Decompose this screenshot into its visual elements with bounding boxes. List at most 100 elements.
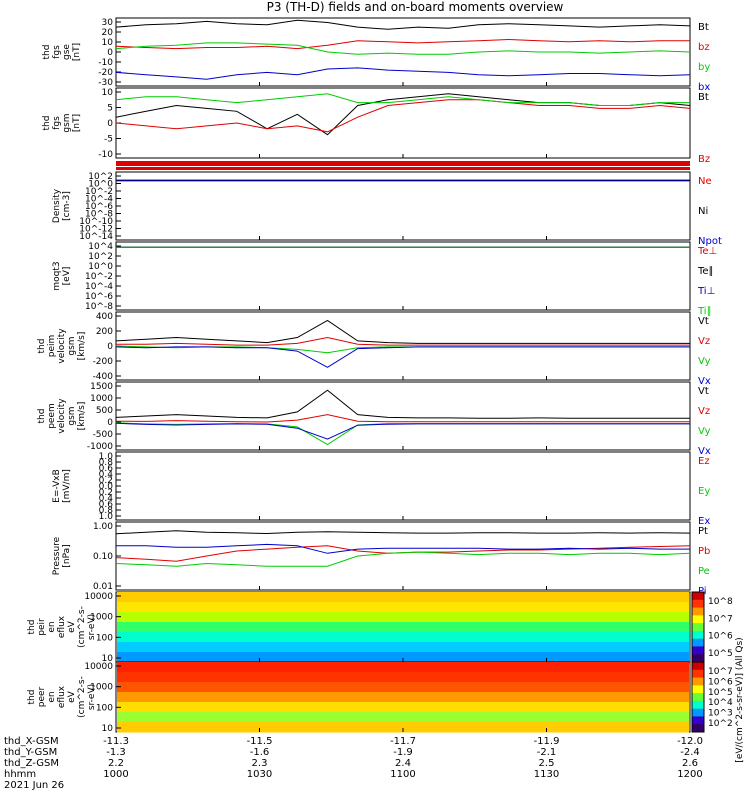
panel-1-series-bx (115, 67, 691, 80)
panel-4-ytick-7: 10^-8 (85, 302, 113, 312)
panel-4-legend-2: Te∥ (697, 266, 714, 277)
panel-6-series-Vt (115, 389, 690, 419)
panel-6-series-Vz (115, 414, 690, 423)
panel-6-legend-1: Vt (698, 386, 709, 397)
panel-8-series-Pt (115, 530, 691, 535)
panel-10-band-5 (117, 702, 689, 713)
footer-col-4-row-4: 1130 (534, 769, 559, 780)
panel-3-legend-1: Ne (698, 176, 712, 187)
panel-9-colorbar-tick-4: 10^5 (708, 649, 733, 659)
panel-7-ylabel-line-2: [mV/m] (62, 469, 72, 503)
panel-5-legend-4: Vx (698, 376, 711, 387)
panel-10-colorbar-tick-4: 10^4 (708, 698, 733, 708)
panel-7-legend-1: Ez (698, 456, 710, 467)
panel-9-ylabel-line-2: peir (37, 618, 47, 636)
panel-10-ytick-1: 10000 (84, 662, 113, 672)
panel-7-ytick-2: 0.8 (99, 458, 114, 468)
panel-3-ytick-3: 10^-2 (85, 187, 113, 197)
footer-row-label-3: thd_Z-GSM (4, 758, 59, 769)
panel-6-ytick-6: -1000 (87, 442, 113, 452)
panel-3-ylabel-line-1: Density (52, 188, 62, 223)
panel-1-ytick-1: 30 (102, 18, 114, 28)
panel-9-band-5 (117, 632, 689, 643)
panel-3-ytick-6: 10^-8 (85, 210, 113, 220)
panel-4-legend-4: Ti∥ (697, 306, 712, 317)
panel-7-frame (115, 451, 691, 521)
panel-3-ytick-5: 10^-6 (85, 202, 113, 212)
panel-9-band-1 (117, 592, 689, 603)
panel-10-colorbar-seg-4 (692, 685, 704, 694)
panel-8-legend-1: Pt (698, 526, 708, 537)
panel-1-series-by (115, 42, 691, 55)
panel-6-ylabel-line-4: gsm (67, 406, 77, 425)
panel-8-series-Pi (116, 543, 690, 554)
panel-2-legend-1: Bt (698, 92, 709, 103)
panel-7-legend-2: Ey (698, 486, 710, 497)
panel-7-ytick-4: 0.4 (99, 470, 114, 480)
panel-10-colorbar-tick-5: 10^3 (708, 709, 733, 719)
panel-1-ylabel-line-2: fgs (52, 45, 62, 59)
figure-title: P3 (TH-D) fields and on-board moments ov… (266, 0, 564, 14)
panel-10-band-6 (117, 712, 689, 723)
footer-col-2-row-2: -1.6 (250, 747, 270, 758)
panel-3-ytick-9: 10^-14 (79, 232, 113, 242)
panel-9-ytick-3: 100 (96, 633, 113, 643)
footer-col-1-row-3: 2.2 (108, 758, 124, 769)
panel-10-ylabel-line-1: thd (27, 690, 37, 705)
panel-10-colorbar-seg-8 (692, 716, 704, 725)
panel-5-ytick-2: 200 (96, 327, 113, 337)
panel-4-legend-3: Ti⊥ (697, 286, 715, 297)
panel-3-ytick-2: 10^0 (88, 180, 113, 190)
panel-4-legend-1: Te⊥ (697, 246, 717, 257)
panel-10-band-4 (117, 692, 689, 703)
panel-3-ylabel-line-2: [cm-3] (62, 191, 72, 221)
panel-9-ylabel-line-3: en (47, 621, 57, 632)
panel-10-band-7 (117, 722, 689, 733)
colorbar-label: [eV/(cm^2-s-sr-eV)] (All Qs) (735, 637, 745, 762)
panel-9-ylabel-line-1: thd (27, 620, 37, 635)
panel-6-ytick-2: 1000 (90, 394, 113, 404)
panel-8-legend-2: Pb (698, 546, 710, 557)
panel-6-ytick-3: 500 (96, 406, 113, 416)
panel-5-series-Vz (116, 336, 690, 346)
footer-col-2-row-1: -11.5 (247, 736, 273, 747)
panel-9-ylabel-line-4: eflux (57, 615, 67, 638)
panel-5-legend-3: Vy (698, 356, 711, 367)
panel-9-colorbar-seg-5 (692, 623, 704, 632)
panel-8-ytick-1: 1.00 (93, 522, 113, 532)
footer-col-5-row-3: 2.6 (682, 758, 698, 769)
footer-col-4-row-2: -2.1 (537, 747, 557, 758)
panel-1-legend-1: Bt (698, 22, 709, 33)
panel-10-ytick-2: 1000 (90, 683, 113, 693)
footer-col-1-row-4: 1000 (103, 769, 128, 780)
panel-10-colorbar-seg-2 (692, 669, 704, 679)
panel-5-legend-2: Vz (698, 336, 710, 347)
panel-6-series-Vx (115, 422, 690, 440)
panel-10-colorbar-tick-3: 10^5 (708, 688, 733, 698)
panel-5-ylabel-line-1: thd (37, 339, 47, 354)
panel-6-ylabel-line-5: [km/s] (77, 402, 87, 431)
panel-10-ylabel-line-2: peer (37, 686, 47, 707)
panel-7-ytick-11: 1.0 (99, 512, 114, 522)
panel-6-ytick-4: 0 (107, 418, 113, 428)
footer-col-4-row-1: -11.9 (534, 736, 560, 747)
panel-1-legend-2: bz (698, 42, 710, 53)
panel-10-colorbar-tick-2: 10^6 (708, 677, 733, 687)
panel-6-legend-3: Vy (698, 426, 711, 437)
panel-10-ylabel-line-3: en (47, 691, 57, 702)
panel-5-frame (115, 311, 691, 381)
panel-3-ytick-4: 10^-4 (85, 195, 113, 205)
panel-3-ytick-8: 10^-12 (79, 225, 113, 235)
panel-1-ytick-6: -20 (98, 68, 113, 78)
panel-9-ylabel-line-7: sr-eV) (87, 614, 97, 640)
panel-9-colorbar-tick-3: 10^6 (708, 632, 733, 642)
panel-1-ytick-4: 0 (107, 48, 113, 58)
flag-bar-1 (116, 161, 690, 166)
footer-col-5-row-4: 1200 (677, 769, 702, 780)
footer-row-label-2: thd_Y-GSM (4, 747, 57, 758)
panel-1-ylabel-line-4: [nT] (72, 43, 82, 61)
panel-1-ytick-2: 20 (102, 28, 114, 38)
flag-bar-2 (116, 167, 690, 170)
panel-8-series-Pe (115, 551, 691, 567)
